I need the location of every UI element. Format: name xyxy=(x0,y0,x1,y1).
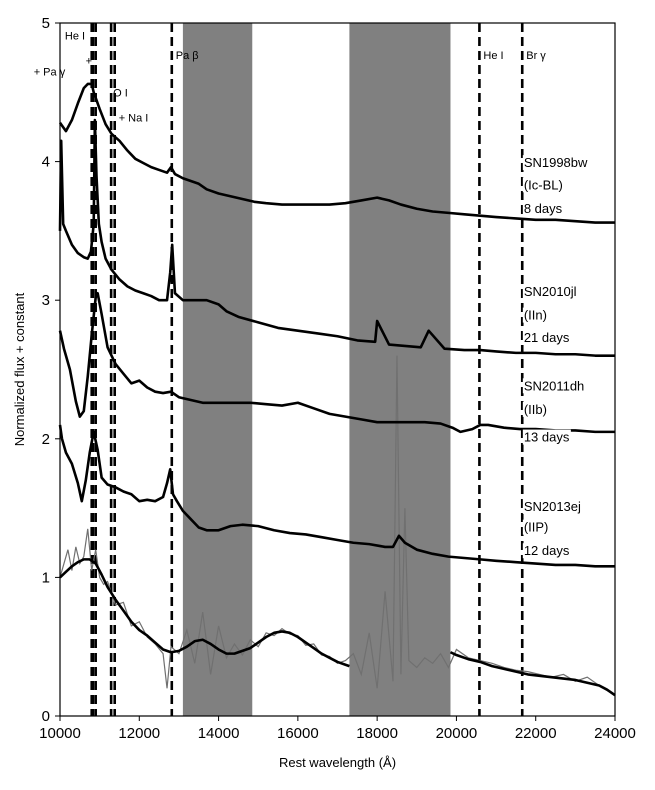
series-label-4-1: SN2013ej xyxy=(524,499,581,514)
series-label-3-1: SN2011dh xyxy=(524,378,584,393)
x-tick-label-14000: 14000 xyxy=(198,725,240,742)
series-label-2-2: (IIn) xyxy=(524,308,547,323)
series-label-bg xyxy=(522,200,564,216)
series-label-1-3: 8 days xyxy=(524,201,563,216)
line-id-label-8: Br γ xyxy=(526,50,546,62)
series-label-bg xyxy=(522,498,583,514)
plot-frame xyxy=(59,22,616,717)
spectra-series xyxy=(58,82,616,697)
shaded-region-1 xyxy=(182,23,253,716)
series-label-bg xyxy=(522,543,571,559)
line-id-label-5: + Na I xyxy=(119,112,149,124)
series-line-5 xyxy=(59,558,350,668)
y-tick-label-3: 3 xyxy=(42,292,50,309)
series-label-2-1: SN2010jl xyxy=(524,284,577,299)
y-tick-label-2: 2 xyxy=(42,431,50,448)
series-label-4-2: (IIP) xyxy=(524,520,549,535)
series-label-bg xyxy=(522,519,550,535)
line-id-label-4: O I xyxy=(113,87,128,99)
x-axis-title: Rest wavelength (Å) xyxy=(279,755,396,770)
series-label-1-1: SN1998bw xyxy=(524,155,588,170)
series-line-1 xyxy=(58,82,615,224)
line-id-label-3: + xyxy=(86,56,92,68)
series-label-bg xyxy=(522,429,571,445)
series-line-6 xyxy=(449,651,616,697)
x-tick-label-12000: 12000 xyxy=(118,725,160,742)
series-line-4 xyxy=(58,424,615,568)
shaded-regions xyxy=(182,23,451,716)
y-axis-ticks: 0 1 2 3 4 5 xyxy=(42,15,60,725)
series-label-bg xyxy=(522,401,548,417)
series-label-bg xyxy=(522,329,571,345)
x-tick-label-18000: 18000 xyxy=(356,725,398,742)
series-label-2-3: 21 days xyxy=(524,330,570,345)
series-label-bg xyxy=(522,378,586,394)
series-label-bg xyxy=(522,155,590,171)
line-id-label-1: + Pa γ xyxy=(34,67,66,79)
series-label-1-2: (Ic-BL) xyxy=(524,177,563,192)
y-tick-label-0: 0 xyxy=(42,708,50,725)
line-id-label-2: He I xyxy=(65,31,85,43)
x-axis-ticks: 10000 12000 14000 16000 18000 20000 22000 24000 xyxy=(39,716,636,742)
series-label-bg xyxy=(522,284,578,300)
series-line-3 xyxy=(58,291,615,434)
x-tick-label-22000: 22000 xyxy=(515,725,557,742)
series-label-4-3: 12 days xyxy=(524,543,570,558)
supernova-labels: SN1998bw (Ic-BL) 8 days SN2010jl (IIn) 21 day… xyxy=(522,155,590,559)
line-id-label-7: He I xyxy=(483,50,503,62)
y-tick-label-1: 1 xyxy=(42,569,50,586)
x-tick-label-24000: 24000 xyxy=(594,725,636,742)
x-tick-label-16000: 16000 xyxy=(277,725,319,742)
line-id-label-6: Pa β xyxy=(176,50,199,62)
y-tick-label-5: 5 xyxy=(42,15,50,32)
y-axis-title: Normalized flux + constant xyxy=(12,292,27,446)
series-label-bg xyxy=(522,307,548,323)
y-tick-label-4: 4 xyxy=(42,154,50,171)
series-line-2 xyxy=(58,118,615,357)
x-tick-label-20000: 20000 xyxy=(436,725,478,742)
line-identification-markers: + Pa γ He I + O I + Na I Pa β He I Br γ xyxy=(34,23,546,716)
x-tick-label-10000: 10000 xyxy=(39,725,81,742)
series-label-bg xyxy=(522,177,564,193)
series-label-3-3: 13 days xyxy=(524,430,570,445)
series-label-3-2: (IIb) xyxy=(524,402,547,417)
